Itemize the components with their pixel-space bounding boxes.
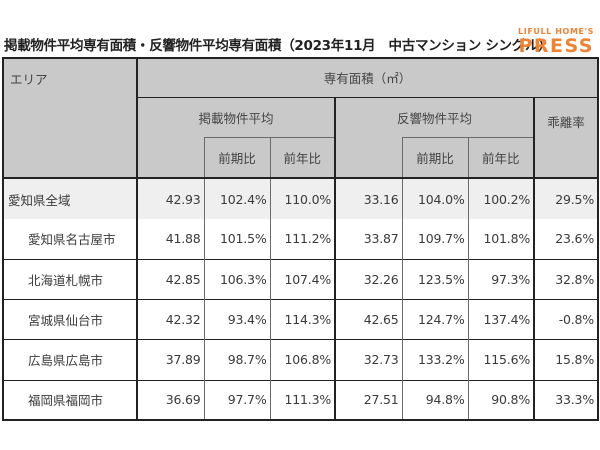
inquiry-prev-year: 90.8%	[467, 379, 534, 421]
listing-prev-period: 93.4%	[203, 298, 270, 339]
header-inquiry-prev-year: 前年比	[467, 136, 534, 179]
table-row: 愛知県全域 42.93 102.4% 110.0% 33.16 104.0% 1…	[2, 178, 599, 219]
listing-average: 42.85	[136, 258, 204, 299]
logo-top-text: LIFULL HOME'S	[518, 27, 594, 36]
header-floor-area-group: 専有面積（㎡）	[136, 57, 599, 97]
header-listing-prev-period: 前期比	[203, 136, 270, 179]
divergence: 23.6%	[533, 219, 599, 259]
divergence: -0.8%	[533, 298, 599, 339]
inquiry-average: 42.65	[334, 298, 402, 339]
header-divergence: 乖離率	[533, 96, 599, 179]
listing-prev-year: 106.8%	[269, 338, 335, 380]
listing-prev-year: 111.2%	[269, 219, 335, 259]
inquiry-prev-year: 100.2%	[467, 178, 534, 219]
header-listing-avg-spacer	[136, 137, 204, 179]
inquiry-prev-period: 109.7%	[401, 219, 468, 259]
listing-prev-period: 98.7%	[203, 338, 270, 380]
listing-prev-period: 97.7%	[203, 379, 270, 421]
listing-prev-year: 111.3%	[269, 379, 335, 421]
listing-average: 36.69	[136, 379, 204, 421]
listing-average: 37.89	[136, 338, 204, 380]
table-row: 愛知県名古屋市 41.88 101.5% 111.2% 33.87 109.7%…	[2, 219, 599, 259]
logo-bottom-text: PRESS	[518, 35, 594, 57]
area-name: 北海道札幌市	[2, 258, 137, 299]
area-name: 愛知県全域	[2, 178, 137, 219]
inquiry-average: 33.16	[334, 178, 402, 219]
header-inquiry-average: 反響物件平均	[334, 96, 534, 137]
area-name: 宮城県仙台市	[2, 298, 137, 339]
listing-prev-period: 106.3%	[203, 258, 270, 299]
table-row: 北海道札幌市 42.85 106.3% 107.4% 32.26 123.5% …	[2, 258, 599, 299]
listing-average: 42.32	[136, 298, 204, 339]
inquiry-prev-year: 115.6%	[467, 338, 534, 380]
table-row: 福岡県福岡市 36.69 97.7% 111.3% 27.51 94.8% 90…	[2, 379, 599, 421]
table-row: 宮城県仙台市 42.32 93.4% 114.3% 42.65 124.7% 1…	[2, 298, 599, 339]
listing-prev-period: 101.5%	[203, 219, 270, 259]
floor-area-table: エリア 専有面積（㎡） 掲載物件平均 反響物件平均 乖離率 前期比 前年比 前期…	[2, 57, 599, 421]
inquiry-average: 33.87	[334, 219, 402, 259]
inquiry-prev-year: 137.4%	[467, 298, 534, 339]
divergence: 33.3%	[533, 379, 599, 421]
inquiry-average: 32.26	[334, 258, 402, 299]
header-listing-average: 掲載物件平均	[136, 96, 335, 137]
inquiry-average: 27.51	[334, 379, 402, 421]
area-name: 福岡県福岡市	[2, 379, 137, 421]
table-row: 広島県広島市 37.89 98.7% 106.8% 32.73 133.2% 1…	[2, 338, 599, 380]
inquiry-prev-period: 94.8%	[401, 379, 468, 421]
inquiry-prev-period: 104.0%	[401, 178, 468, 219]
lifull-homes-press-logo: LIFULL HOME'S PRESS	[518, 28, 594, 56]
area-name: 愛知県名古屋市	[2, 219, 137, 259]
inquiry-average: 32.73	[334, 338, 402, 380]
inquiry-prev-period: 123.5%	[401, 258, 468, 299]
header-inquiry-prev-period: 前期比	[401, 136, 468, 179]
divergence: 32.8%	[533, 258, 599, 299]
header-area: エリア	[2, 57, 137, 179]
listing-prev-year: 110.0%	[269, 178, 335, 219]
listing-prev-year: 114.3%	[269, 298, 335, 339]
divergence: 15.8%	[533, 338, 599, 380]
inquiry-prev-period: 133.2%	[401, 338, 468, 380]
listing-average: 41.88	[136, 219, 204, 259]
header-listing-prev-year: 前年比	[269, 136, 335, 179]
inquiry-prev-year: 101.8%	[467, 219, 534, 259]
divergence: 29.5%	[533, 178, 599, 219]
inquiry-prev-year: 97.3%	[467, 258, 534, 299]
listing-prev-year: 107.4%	[269, 258, 335, 299]
area-name: 広島県広島市	[2, 338, 137, 380]
inquiry-prev-period: 124.7%	[401, 298, 468, 339]
header-inquiry-avg-spacer	[334, 137, 402, 179]
page-title: 掲載物件平均専有面積・反響物件平均専有面積（2023年11月 中古マンション シ…	[4, 38, 552, 54]
listing-prev-period: 102.4%	[203, 178, 270, 219]
listing-average: 42.93	[136, 178, 204, 219]
